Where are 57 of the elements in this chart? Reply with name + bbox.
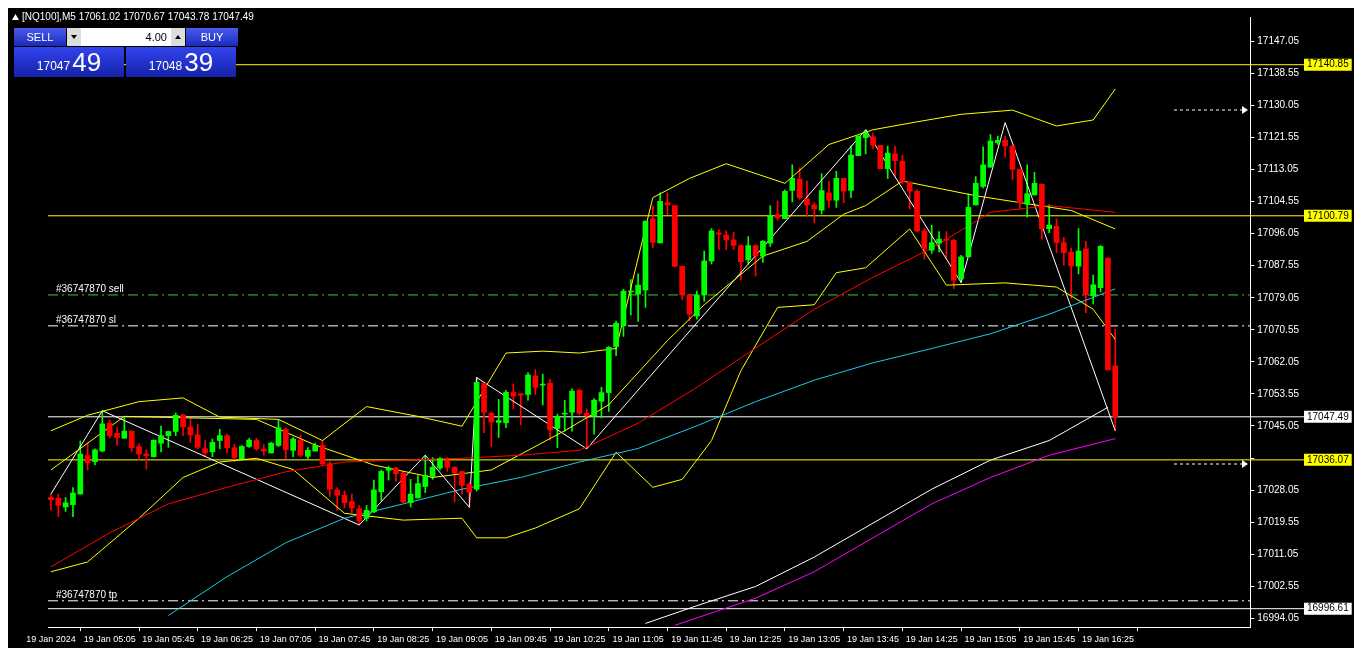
x-tick-label: 19 Jan 13:05 [788, 634, 841, 645]
y-tick-label: 17019.55 [1257, 515, 1300, 527]
x-tick-label: 19 Jan 14:25 [905, 634, 958, 645]
annotation: 4.00 [144, 31, 168, 43]
annotation: 17048 [148, 59, 183, 75]
y-tick-label: 17079.05 [1257, 291, 1300, 303]
x-tick-label: 19 Jan 16:25 [1081, 634, 1134, 645]
x-tick-label: 19 Jan 15:45 [1023, 634, 1076, 645]
y-tick-label: 17045.05 [1257, 419, 1300, 431]
ref-line-label: 17036.07 [1307, 453, 1350, 465]
x-tick-label: 19 Jan 11:05 [612, 634, 664, 645]
y-tick-label: 17104.55 [1257, 195, 1300, 207]
candlestick [517, 393, 524, 426]
candlestick [716, 229, 722, 251]
y-tick-label: 17002.55 [1257, 580, 1300, 592]
y-tick-label: 17113.05 [1257, 163, 1299, 175]
y-tick-label: 17028.05 [1257, 483, 1300, 495]
y-tick-label: 17096.05 [1257, 227, 1300, 239]
y-tick-label: 17147.05 [1257, 35, 1300, 47]
ref-line-label: #36747870 tp [56, 588, 118, 600]
x-tick-label: 19 Jan 08:25 [377, 634, 430, 645]
x-tick-label: 19 Jan 10:25 [553, 634, 606, 645]
y-tick-label: 17121.55 [1257, 131, 1300, 143]
candlestick [1046, 204, 1053, 234]
x-tick-label: 19 Jan 11:45 [671, 634, 723, 645]
y-tick-label: 17087.55 [1257, 259, 1300, 271]
x-tick-label: 19 Jan 05:05 [83, 634, 136, 645]
annotation: 39 [184, 47, 214, 77]
y-tick-label: 17011.05 [1257, 547, 1299, 559]
y-tick-label: 16994.05 [1257, 612, 1300, 624]
chart-title: [NQ100],M5 17061.02 17070.67 17043.78 17047.49 [22, 11, 254, 22]
annotation: BUY [186, 28, 238, 46]
x-tick-label: 19 Jan 13:45 [846, 634, 900, 645]
y-tick-label: 17062.05 [1257, 355, 1300, 367]
y-tick-label: 17070.55 [1257, 323, 1300, 335]
annotation: 17047 [36, 59, 71, 75]
annotation: SELL [14, 28, 66, 46]
x-tick-label: 19 Jan 07:05 [259, 634, 312, 645]
x-tick-label: 19 Jan 09:05 [435, 634, 488, 645]
x-tick-label: 19 Jan 06:25 [201, 634, 254, 645]
ref-line-label: #36747870 sell [56, 282, 124, 294]
x-tick-label: 19 Jan 07:45 [318, 634, 371, 645]
ref-line-label: 17100.79 [1307, 209, 1350, 221]
x-tick-label: 19 Jan 2024 [26, 634, 76, 645]
ref-line-label: #36747870 sl [56, 313, 117, 325]
x-tick-label: 19 Jan 12:25 [729, 634, 782, 645]
x-tick-label: 19 Jan 15:05 [964, 634, 1017, 645]
ref-line-label: 17140.85 [1307, 58, 1350, 70]
x-tick-label: 19 Jan 09:45 [494, 634, 547, 645]
annotation: 49 [72, 47, 102, 77]
y-tick-label: 17130.05 [1257, 99, 1300, 111]
x-tick-label: 19 Jan 05:45 [142, 634, 195, 645]
candlestick [114, 427, 120, 446]
ref-line-label: 17047.49 [1307, 410, 1350, 422]
ref-line-label: 16996.61 [1307, 602, 1350, 614]
y-tick-label: 17053.55 [1257, 387, 1300, 399]
y-tick-label: 17138.55 [1257, 67, 1300, 79]
